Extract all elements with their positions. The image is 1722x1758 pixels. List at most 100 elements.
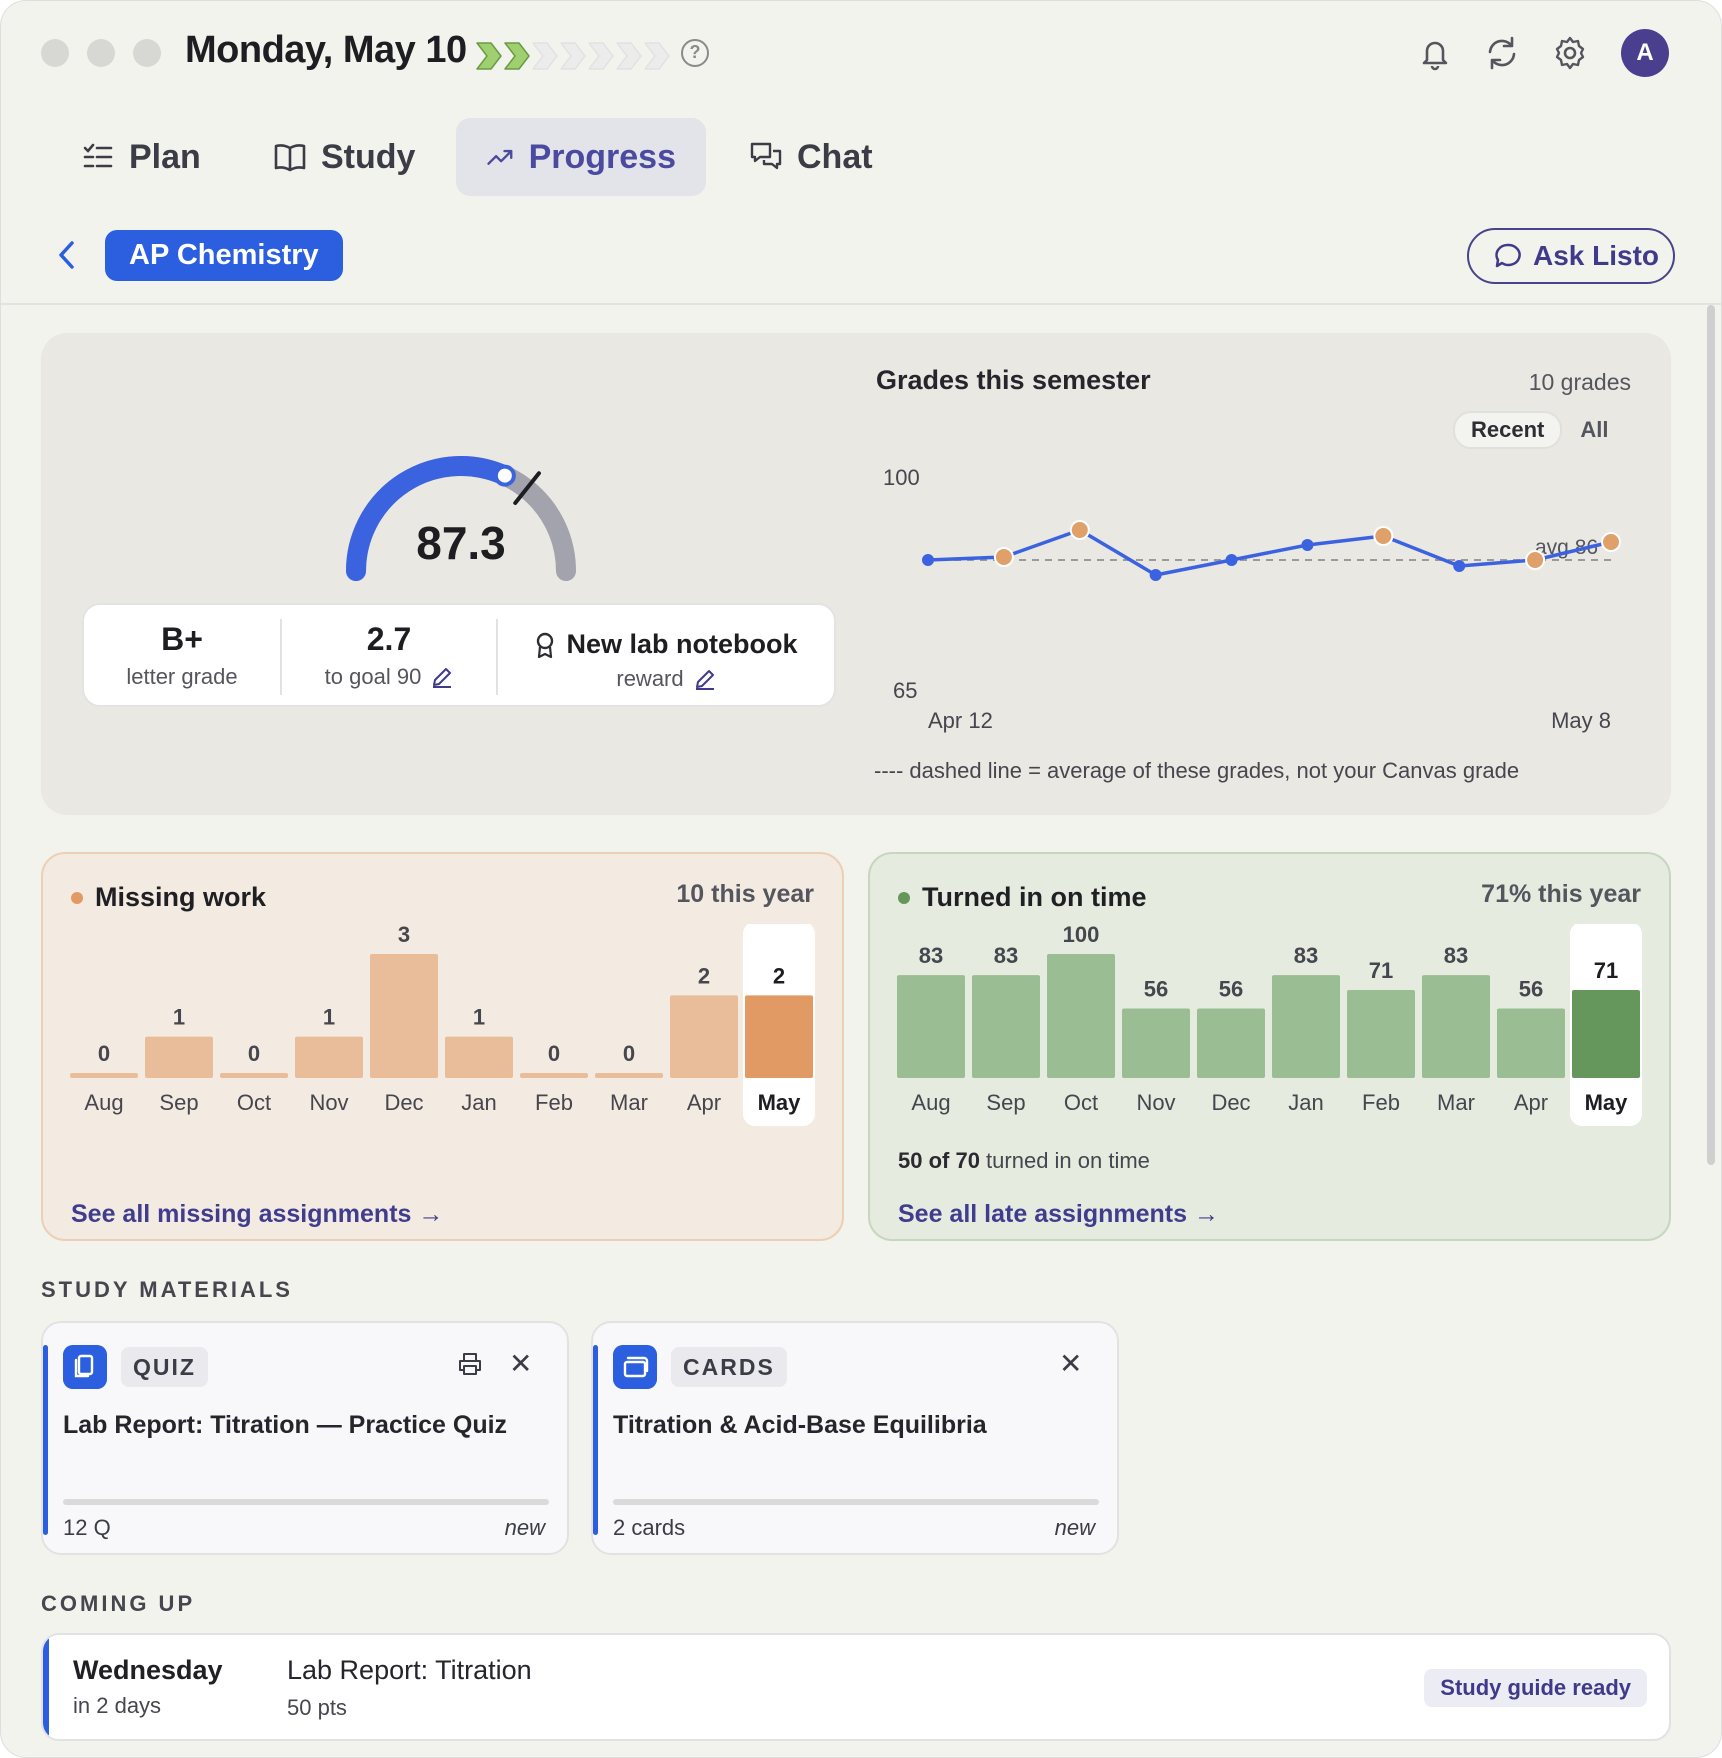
bar-value-label: 56	[1144, 977, 1168, 1002]
streak-chevron-empty	[644, 42, 670, 70]
bar-value-label: 83	[919, 943, 943, 968]
bar	[1122, 1008, 1190, 1078]
bar-value-label: 56	[1219, 977, 1243, 1002]
bar-value-label: 56	[1519, 977, 1543, 1002]
month-label: Mar	[1437, 1090, 1475, 1115]
reward-name: New lab notebook	[566, 629, 798, 659]
coming-up-item[interactable]: Wednesday in 2 days Lab Report: Titratio…	[41, 1633, 1671, 1741]
gear-icon[interactable]	[1550, 33, 1590, 73]
bar	[670, 995, 738, 1078]
bar	[1272, 975, 1340, 1078]
month-label: Jan	[461, 1090, 496, 1115]
reward-label: reward	[616, 666, 684, 691]
scrollbar[interactable]	[1707, 305, 1715, 1165]
bar	[1047, 954, 1115, 1078]
bar	[1497, 1008, 1565, 1078]
bar-value-label: 71	[1369, 958, 1393, 983]
window-minimize-button[interactable]	[87, 39, 115, 67]
back-icon[interactable]	[53, 237, 81, 273]
bar	[520, 1073, 588, 1078]
grade-series-line	[927, 528, 1612, 577]
see-late-link[interactable]: See all late assignments →	[898, 1200, 1219, 1228]
study-guide-badge[interactable]: Study guide ready	[1424, 1669, 1647, 1707]
assignment-name: Lab Report: Titration	[287, 1655, 532, 1685]
bar-value-label: 1	[173, 1005, 185, 1030]
bar	[220, 1073, 288, 1078]
month-label: Oct	[1064, 1090, 1098, 1115]
bar	[972, 975, 1040, 1078]
close-cards-icon[interactable]: ✕	[1059, 1348, 1083, 1379]
month-label: May	[1585, 1090, 1629, 1115]
edit-goal-icon[interactable]	[431, 666, 453, 688]
close-quiz-icon[interactable]: ✕	[509, 1348, 533, 1379]
cards-tag: CARDS	[671, 1347, 787, 1387]
streak-chevrons	[476, 42, 670, 70]
grade-point-highlight	[1525, 550, 1546, 570]
bar	[595, 1073, 663, 1078]
see-missing-link[interactable]: See all missing assignments →	[71, 1200, 444, 1228]
tab-chat-label: Chat	[797, 137, 873, 176]
bar-value-label: 83	[994, 943, 1018, 968]
month-label: Oct	[237, 1090, 271, 1115]
tab-plan-label: Plan	[129, 137, 201, 176]
print-icon[interactable]	[457, 1351, 483, 1377]
coming-up-heading: COMING UP	[41, 1591, 196, 1616]
grade-gauge	[346, 456, 576, 581]
study-material-quiz[interactable]: QUIZ ✕ Lab Report: Titration — Practice …	[41, 1321, 569, 1555]
edit-reward-icon[interactable]	[694, 668, 716, 690]
help-icon[interactable]: ?	[681, 39, 709, 67]
card-accent	[43, 1345, 48, 1535]
bar-value-label: 0	[623, 1041, 635, 1066]
grade-point	[922, 554, 934, 566]
bar-value-label: 0	[548, 1041, 560, 1066]
missing-work-bar-chart: 0 Aug 1 Sep 0 Oct 1 Nov 3 Dec 1 Jan 0 Feb 0 Mar 2 Apr 2 May	[70, 924, 815, 1126]
cards-title: Titration & Acid-Base Equilibria	[613, 1411, 987, 1439]
quiz-tag: QUIZ	[121, 1347, 208, 1387]
on-time-summary: 71% this year	[1481, 880, 1641, 908]
quiz-title: Lab Report: Titration — Practice Quiz	[63, 1411, 508, 1439]
subject-chip[interactable]: AP Chemistry	[105, 230, 343, 281]
month-label: Apr	[1514, 1090, 1548, 1115]
bell-icon[interactable]	[1415, 33, 1455, 73]
grade-point	[1453, 560, 1466, 572]
month-label: Mar	[610, 1090, 648, 1115]
tab-progress[interactable]: Progress	[456, 118, 706, 196]
missing-work-header: Missing work	[71, 882, 266, 913]
gauge-fill	[346, 456, 515, 581]
filter-all[interactable]: All	[1580, 417, 1609, 442]
y-tick-label: 65	[893, 678, 917, 703]
tab-chat[interactable]: Chat	[719, 118, 903, 196]
grade-panel	[41, 333, 1671, 815]
month-label: Aug	[911, 1090, 950, 1115]
cards-progress-bar	[613, 1499, 1099, 1505]
bar	[1422, 975, 1490, 1078]
on-time-count-label: turned in on time	[979, 1148, 1150, 1173]
letter-grade-stat: B+ letter grade	[84, 621, 280, 690]
window-zoom-button[interactable]	[133, 39, 161, 67]
bar-value-label: 83	[1444, 943, 1468, 968]
grade-point	[1301, 539, 1314, 551]
ask-listo-label: Ask Listo	[1533, 240, 1660, 271]
bar-value-label: 0	[98, 1041, 110, 1066]
on-time-header: Turned in on time	[898, 882, 1147, 913]
streak-chevron-empty	[588, 42, 614, 70]
tab-progress-label: Progress	[528, 137, 676, 176]
x-tick-label: Apr 12	[928, 708, 993, 733]
tab-study[interactable]: Study	[243, 118, 445, 196]
filter-recent[interactable]: Recent	[1453, 411, 1563, 449]
month-label: Feb	[535, 1090, 573, 1115]
bar-value-label: 83	[1294, 943, 1318, 968]
avatar[interactable]: A	[1621, 29, 1669, 77]
refresh-icon[interactable]	[1482, 33, 1522, 73]
streak-chevron-empty	[532, 42, 558, 70]
trend-icon	[487, 149, 513, 165]
bar-value-label: 100	[1063, 924, 1100, 947]
ask-listo-button[interactable]: Ask Listo	[1467, 228, 1675, 284]
cards-count: 2 cards	[613, 1515, 686, 1540]
study-material-cards[interactable]: CARDS ✕ Titration & Acid-Base Equilibria…	[591, 1321, 1119, 1555]
to-goal-value: 2.7	[366, 621, 412, 657]
tab-plan[interactable]: Plan	[51, 118, 231, 196]
window-close-button[interactable]	[41, 39, 69, 67]
letter-grade-label: letter grade	[126, 664, 238, 689]
